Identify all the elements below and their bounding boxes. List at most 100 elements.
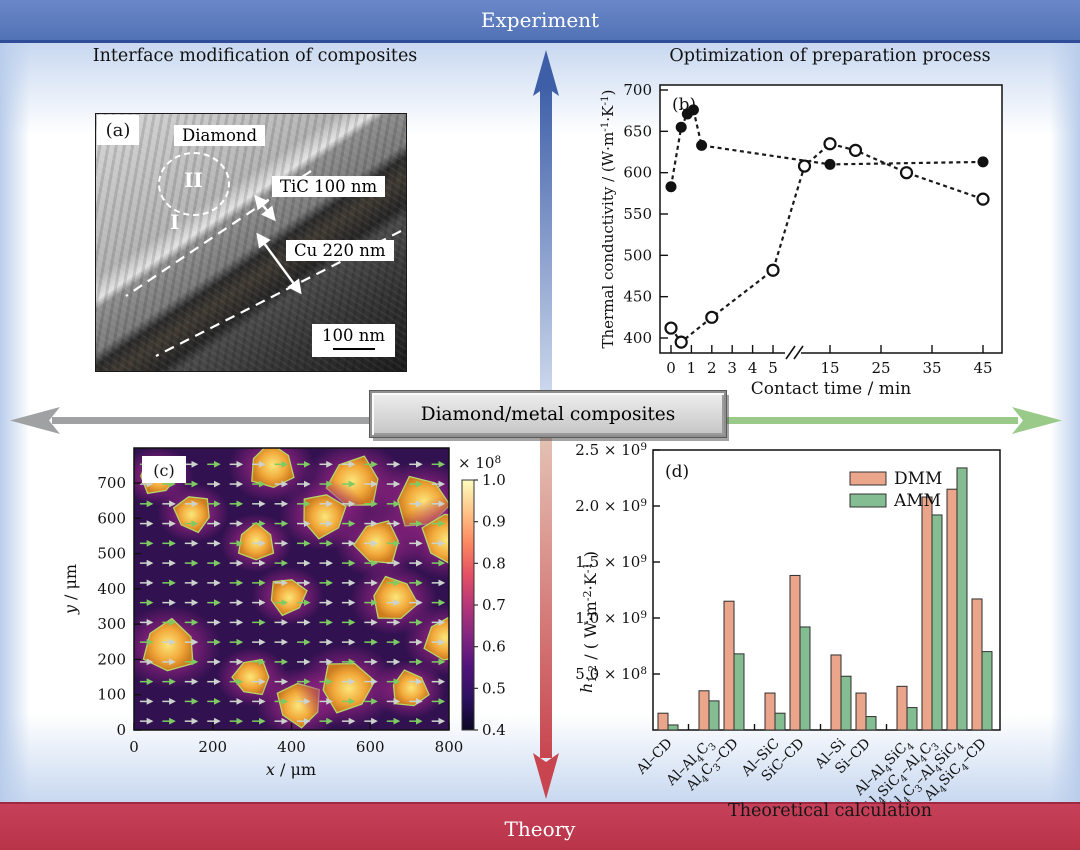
tic-thickness-arrow xyxy=(254,194,276,222)
svg-text:0.8: 0.8 xyxy=(482,554,506,572)
svg-text:3: 3 xyxy=(727,359,737,377)
bar-AMM-1 xyxy=(708,700,720,731)
svg-text:5.0 × 108: 5.0 × 108 xyxy=(575,665,647,683)
arrow-left-head xyxy=(10,407,60,434)
svg-text:550: 550 xyxy=(623,205,652,223)
bar-AMM-0 xyxy=(667,724,679,731)
legend-swatch-AMM xyxy=(849,493,887,508)
tic-layer-label: TiC 100 nm xyxy=(272,176,386,197)
svg-text:1.0 × 109: 1.0 × 109 xyxy=(575,609,647,627)
svg-text:y / μm: y / μm xyxy=(61,564,80,615)
svg-text:Contact time / min: Contact time / min xyxy=(751,379,911,399)
bar-AMM-6 xyxy=(865,716,877,731)
svg-text:400: 400 xyxy=(623,329,652,347)
svg-text:45: 45 xyxy=(973,359,992,377)
zone-ii-dashed-circle xyxy=(158,152,230,216)
y-axis-label: Thermal conductivity / (W·m-1·K-1) xyxy=(599,90,617,349)
diamond-region-label: Diamond xyxy=(174,125,266,146)
svg-text:4: 4 xyxy=(748,359,758,377)
arrow-right-shaft xyxy=(720,417,1018,424)
panel-c-heatflux-heatmap: 0 100 200 300 400 500 600 700 0 200 400 600 800 (c) y … xyxy=(61,447,506,779)
svg-text:700: 700 xyxy=(97,474,126,492)
x-axis-label: x / μm xyxy=(266,760,316,779)
svg-text:5: 5 xyxy=(768,359,778,377)
svg-text:AMM: AMM xyxy=(893,491,941,511)
bar-AMM-2 xyxy=(733,653,745,731)
bar-DMM-0 xyxy=(657,712,669,731)
bar-AMM-5 xyxy=(840,675,852,731)
svg-text:0.5: 0.5 xyxy=(482,679,506,697)
svg-text:0: 0 xyxy=(129,738,139,756)
banner-theory-label: Theory xyxy=(504,817,576,841)
svg-text:200: 200 xyxy=(97,650,126,668)
bar-DMM-6 xyxy=(855,692,867,731)
cu-thickness-arrow xyxy=(256,232,302,295)
svg-text:25: 25 xyxy=(871,359,890,377)
arrow-right-head xyxy=(1012,407,1062,434)
svg-text:0.7: 0.7 xyxy=(482,596,506,614)
zone-i-label: I xyxy=(170,210,180,234)
series-open-circles xyxy=(664,137,990,349)
svg-text:500: 500 xyxy=(623,246,652,264)
zone-ii-label: II xyxy=(184,168,203,192)
section-title-theoretical-calculation: Theoretical calculation xyxy=(728,801,932,821)
svg-text:1: 1 xyxy=(687,359,697,377)
heatmap-field xyxy=(134,448,449,730)
svg-text:400: 400 xyxy=(277,738,306,756)
svg-text:15: 15 xyxy=(820,359,839,377)
bar-AMM-9 xyxy=(956,467,968,731)
svg-text:2.5 × 109: 2.5 × 109 xyxy=(575,441,647,459)
svg-text:DMM: DMM xyxy=(894,469,942,489)
svg-text:650: 650 xyxy=(623,122,652,140)
bar-DMM-4 xyxy=(789,574,801,731)
svg-text:0.4: 0.4 xyxy=(482,721,506,739)
axes: 5.0 × 108 1.0 × 109 1.5 × 109 2.0 × 109 2.5 … xyxy=(575,441,888,730)
svg-text:0: 0 xyxy=(666,359,676,377)
svg-text:400: 400 xyxy=(97,580,126,598)
bar-DMM-1 xyxy=(698,690,710,731)
svg-text:700: 700 xyxy=(623,81,652,99)
bar-AMM-4 xyxy=(799,626,811,731)
bar-DMM-5 xyxy=(830,654,842,731)
banner-experiment-label: Experiment xyxy=(480,8,600,32)
colorbar xyxy=(461,479,475,731)
legend-swatch-DMM xyxy=(849,471,887,486)
svg-text:0.6: 0.6 xyxy=(482,638,506,656)
bar-DMM-7 xyxy=(896,685,908,731)
svg-text:× 108: × 108 xyxy=(458,454,501,472)
svg-text:(b): (b) xyxy=(672,95,696,115)
bar-AMM-8 xyxy=(931,514,943,731)
svg-text:2: 2 xyxy=(707,359,717,377)
center-box-label: Diamond/metal composites xyxy=(420,403,676,425)
section-title-interface-modification: Interface modification of composites xyxy=(92,46,418,66)
svg-text:600: 600 xyxy=(97,509,126,527)
svg-text:600: 600 xyxy=(356,738,385,756)
center-box-diamond-metal-composites: Diamond/metal composites xyxy=(369,390,727,438)
svg-text:800: 800 xyxy=(435,738,464,756)
y-axis-label: y / μm xyxy=(61,564,80,615)
banner-theory: Theory xyxy=(0,802,1080,850)
scalebar-line xyxy=(332,348,375,350)
bar-AMM-10 xyxy=(981,651,993,731)
svg-text:(c): (c) xyxy=(153,461,174,480)
bar-AMM-3 xyxy=(774,712,786,731)
arrow-left-shaft xyxy=(52,417,372,424)
svg-text:1.0: 1.0 xyxy=(482,471,506,489)
bar-DMM-9 xyxy=(946,488,958,731)
bar-DMM-3 xyxy=(764,692,776,731)
svg-text:35: 35 xyxy=(922,359,941,377)
banner-experiment: Experiment xyxy=(0,0,1080,43)
y-axis-label: h1,2 / ( W·m-2·K-1 ) xyxy=(577,551,600,693)
scalebar-text: 100 nm xyxy=(322,326,386,345)
svg-text:h1,2 / ( W·m-2·K-1 ): h1,2 / ( W·m-2·K-1 ) xyxy=(577,551,600,693)
section-title-preparation-process: Optimization of preparation process xyxy=(669,46,991,66)
svg-text:450: 450 xyxy=(623,288,652,306)
bar-DMM-2 xyxy=(723,600,735,731)
svg-text:2.0 × 109: 2.0 × 109 xyxy=(575,497,647,515)
svg-text:500: 500 xyxy=(97,545,126,563)
panel-c-tag-chip xyxy=(142,456,186,483)
bar-DMM-8 xyxy=(921,496,933,731)
svg-text:200: 200 xyxy=(198,738,227,756)
